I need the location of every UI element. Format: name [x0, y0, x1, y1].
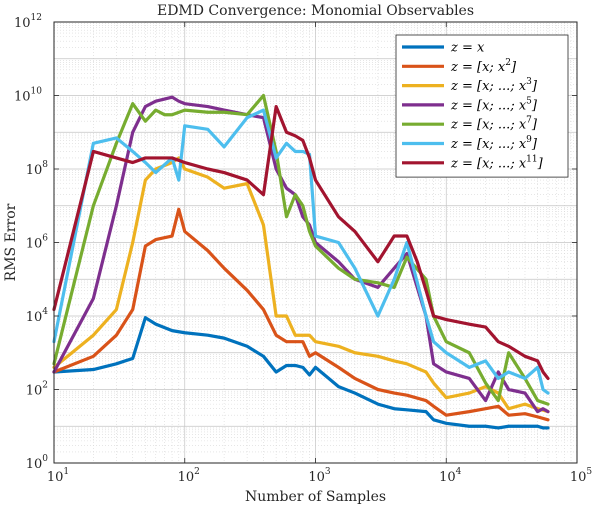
series-line-2 — [52, 207, 550, 422]
series-layer — [52, 93, 550, 430]
x-axis-label: Number of Samples — [245, 489, 386, 505]
y-axis-label: RMS Error — [3, 203, 19, 281]
y-tick-label: 102 — [26, 381, 48, 399]
x-tick-label: 101 — [47, 467, 69, 485]
y-tick-label: 104 — [26, 307, 49, 325]
tick-marks — [53, 21, 578, 464]
series-line-5 — [52, 93, 550, 406]
y-tick-label: 106 — [26, 234, 49, 252]
legend-label-4: z = [x; ...; x5] — [450, 96, 538, 113]
y-tick-label: 100 — [26, 454, 49, 472]
y-tick-label: 1010 — [14, 87, 42, 105]
x-tick-label: 105 — [570, 467, 592, 485]
legend-label-1: z = x — [450, 41, 485, 56]
x-tick-label: 102 — [178, 467, 200, 485]
legend-label-6: z = [x; ...; x9] — [450, 135, 538, 152]
x-tick-label: 104 — [439, 467, 462, 485]
x-tick-label: 103 — [308, 467, 331, 485]
y-tick-label: 1012 — [14, 13, 42, 31]
legend-label-3: z = [x; ...; x3] — [450, 77, 538, 94]
legend-label-2: z = [x; x2] — [450, 58, 517, 75]
chart-title: EDMD Convergence: Monomial Observables — [157, 3, 474, 19]
series-line-1 — [52, 316, 550, 430]
y-tick-label: 108 — [26, 160, 49, 178]
legend-label-5: z = [x; ...; x7] — [450, 116, 538, 133]
legend: z = x z = [x; x2] z = [x; ...; x3] z = [x; … — [395, 34, 569, 178]
legend-label-7: z = [x; ...; x11] — [450, 154, 544, 171]
tick-labels: 101 102 103 104 105 100 102 104 106 108 1010 1012 — [14, 13, 592, 485]
series-line-7 — [52, 104, 550, 381]
